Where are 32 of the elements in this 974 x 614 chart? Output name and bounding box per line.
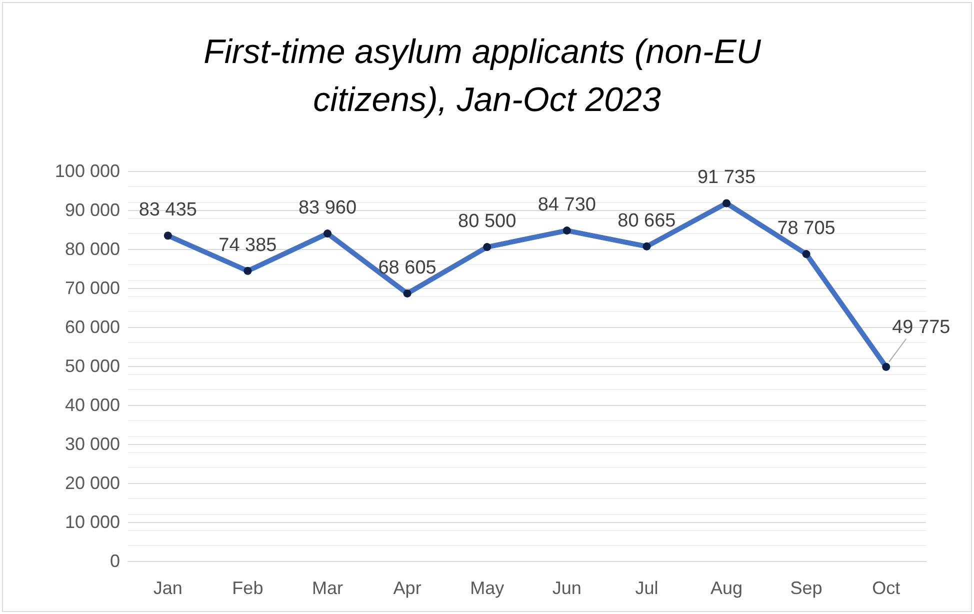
y-tick-label: 20 000 [64, 473, 120, 493]
x-tick-label: Sep [790, 578, 822, 598]
x-tick-label: May [470, 578, 504, 598]
data-label: 84 730 [538, 194, 596, 216]
data-label: 80 665 [618, 210, 676, 232]
x-tick-label: Mar [312, 578, 344, 598]
data-label: 74 385 [218, 234, 277, 256]
y-tick-label: 60 000 [64, 317, 120, 337]
data-label: 80 500 [458, 211, 516, 232]
y-tick-label: 80 000 [64, 239, 120, 259]
data-label: 83 960 [298, 198, 357, 219]
y-tick-label: 90 000 [64, 200, 120, 220]
x-tick-label: Aug [710, 578, 743, 598]
y-tick-label: 10 000 [64, 512, 120, 532]
data-label: 49 775 [892, 316, 950, 338]
y-tick-label: 50 000 [64, 356, 120, 376]
data-label: 78 705 [777, 218, 836, 240]
data-label: 83 435 [138, 200, 197, 221]
y-tick-label: 30 000 [64, 434, 120, 454]
y-tick-label: 0 [110, 551, 120, 571]
y-tick-label: 70 000 [64, 278, 120, 298]
data-label: 68 605 [378, 257, 436, 278]
x-tick-label: Oct [872, 578, 900, 598]
x-tick-label: Jan [153, 578, 182, 598]
data-label: 91 735 [697, 167, 756, 188]
x-tick-label: Jun [552, 578, 582, 598]
chart-title: First-time asylum applicants (non-EU citizens), Jan-Oct 2023 [204, 33, 770, 119]
y-tick-label: 100 000 [54, 161, 120, 181]
x-tick-label: Feb [232, 578, 264, 598]
x-tick-label: Apr [393, 578, 422, 598]
y-tick-label: 40 000 [64, 395, 120, 415]
x-tick-label: Jul [635, 578, 658, 598]
